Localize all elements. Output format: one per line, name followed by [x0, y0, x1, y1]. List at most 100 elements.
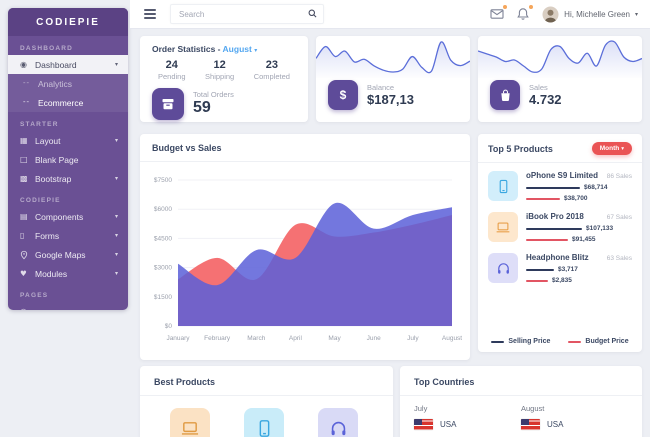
legend-label: Selling Price [508, 338, 551, 345]
user-greeting: Hi, Michelle Green [564, 9, 630, 19]
sidebar-item-label: Forms [35, 230, 60, 241]
stat-shipping: 12 Shipping [205, 59, 234, 81]
sidebar-item-modules[interactable]: Modules [8, 264, 128, 283]
blank-page-icon [20, 156, 35, 164]
sidebar-item-components[interactable]: Components [8, 207, 128, 226]
mail-badge [503, 5, 508, 9]
sidebar-item-label: Blank Page [35, 154, 79, 165]
sidebar-item-analytics[interactable]: Analytics [8, 74, 128, 93]
search-box[interactable] [170, 4, 324, 24]
sidebar-section-pages: PAGES [20, 292, 49, 299]
svg-text:May: May [328, 335, 341, 342]
sidebar-item-google-maps[interactable]: Google Maps [8, 245, 128, 264]
stat-value: 12 [213, 59, 226, 71]
top-5-products-card: Top 5 Products Month oPhone S9 Limited 8… [478, 134, 642, 352]
components-icon [20, 213, 35, 221]
country-column-july: July USA [414, 404, 521, 430]
total-orders-value: 59 [193, 99, 211, 117]
sidebar-item-blank-page[interactable]: Blank Page [8, 150, 128, 169]
sidebar-item-pages-partial[interactable] [8, 302, 128, 310]
stat-label: Completed [253, 72, 290, 81]
product-sales: 63 Sales [606, 255, 632, 262]
country-column-august: August USA [521, 404, 628, 430]
balance-summary: $ Balance $187,13 [316, 78, 470, 110]
top-countries-card: Top Countries July USA August USA [400, 366, 642, 437]
chevron-down-icon [254, 47, 257, 54]
order-stats-row: 24 Pending 12 Shipping 23 Completed [140, 54, 308, 81]
svg-text:July: July [407, 335, 419, 342]
selling-price: $68,714 [584, 184, 608, 191]
mail-icon[interactable] [490, 5, 508, 21]
chevron-down-icon [115, 232, 118, 239]
svg-text:$1500: $1500 [154, 294, 172, 301]
chevron-down-icon [115, 137, 118, 144]
chevron-down-icon [115, 175, 118, 182]
dash-icon [23, 80, 38, 87]
order-statistics-header: Order Statistics - August [140, 36, 308, 54]
budget-price: $2,835 [552, 277, 572, 284]
chevron-down-icon [115, 61, 118, 68]
stat-label: Shipping [205, 72, 235, 81]
stat-label: Pending [158, 72, 186, 81]
sidebar-item-label: Components [35, 211, 84, 222]
sales-label: Sales [529, 82, 548, 92]
sales-value: 4.732 [529, 91, 562, 107]
sidebar-item-label: Modules [35, 268, 68, 279]
smartphone-icon [488, 171, 518, 201]
svg-text:June: June [367, 335, 381, 342]
dash-icon [23, 99, 38, 106]
balance-sparkline [316, 36, 470, 78]
sidebar-item-bootstrap[interactable]: Bootstrap [8, 169, 128, 188]
sidebar-section-dashboard: DASHBOARD [20, 45, 74, 52]
svg-text:February: February [204, 335, 231, 342]
usa-flag-icon [414, 419, 433, 430]
budget-price-line [526, 238, 568, 241]
svg-text:$4500: $4500 [154, 235, 172, 242]
product-sales: 86 Sales [606, 173, 632, 180]
selling-price: $3,717 [558, 266, 578, 273]
best-products-tiles [140, 396, 393, 437]
product-item: Headphone Blitz 63 Sales $3,717 $2,835 [478, 245, 642, 286]
dollar-icon: $ [328, 80, 358, 110]
column-month: July [414, 404, 428, 413]
bell-icon[interactable] [516, 5, 534, 21]
month-filter-link[interactable]: August [223, 44, 258, 54]
dashboard-icon [20, 61, 35, 69]
search-input[interactable] [177, 8, 308, 20]
bootstrap-icon [20, 175, 35, 183]
sales-card: Sales 4.732 [478, 36, 642, 122]
svg-text:January: January [166, 335, 190, 342]
headphones-icon [318, 408, 358, 437]
search-icon[interactable] [308, 5, 317, 23]
month-filter-value: August [222, 44, 252, 54]
budget-vs-sales-chart: $0 $1500 $3000 $4500 $6000 $7500 January Februa… [148, 168, 462, 352]
product-name: Headphone Blitz [526, 253, 589, 262]
user-menu[interactable]: Hi, Michelle Green [542, 6, 638, 23]
month-filter-button[interactable]: Month [591, 142, 632, 155]
top-5-products-header: Top 5 Products Month [478, 134, 642, 163]
map-pin-icon [20, 250, 35, 260]
country-row: USA [521, 419, 628, 430]
modules-icon [20, 270, 35, 278]
layout-icon [20, 137, 35, 145]
dashboard-submenu: Analytics Ecommerce [8, 74, 128, 112]
order-statistics-card: Order Statistics - August 24 Pending 12 … [140, 36, 308, 122]
selling-price: $107,133 [586, 225, 614, 232]
smartphone-icon [244, 408, 284, 437]
sidebar-item-ecommerce[interactable]: Ecommerce [8, 93, 128, 112]
sidebar-item-dashboard[interactable]: Dashboard [8, 55, 128, 74]
sidebar-item-layout[interactable]: Layout [8, 131, 128, 150]
orders-box-icon [152, 88, 184, 120]
budget-price-line [526, 279, 548, 282]
avatar [542, 6, 559, 22]
product-sales: 67 Sales [606, 214, 632, 221]
menu-toggle-icon[interactable] [144, 9, 156, 19]
balance-value: $187,13 [367, 91, 414, 107]
svg-text:$7500: $7500 [154, 177, 172, 184]
chevron-down-icon [621, 146, 624, 152]
sidebar-item-forms[interactable]: Forms [8, 226, 128, 245]
top-countries-title: Top Countries [400, 366, 642, 396]
svg-text:April: April [289, 335, 303, 342]
stat-value: 23 [265, 59, 278, 71]
forms-icon [20, 232, 35, 240]
